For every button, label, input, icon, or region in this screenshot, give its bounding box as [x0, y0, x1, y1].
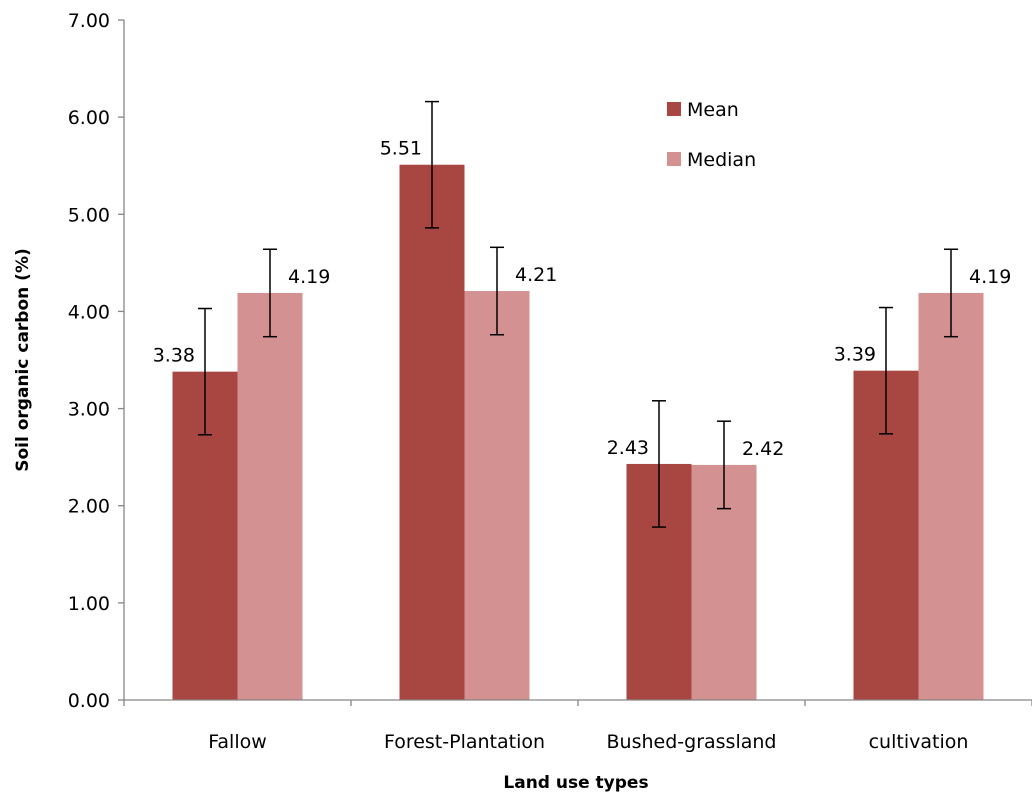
bar-mean — [399, 164, 465, 700]
error-bar — [879, 306, 893, 435]
x-category-label: cultivation — [869, 731, 969, 753]
y-tick-label: 4.00 — [68, 301, 110, 323]
y-tick-label: 6.00 — [68, 107, 110, 129]
data-label: 3.38 — [153, 345, 195, 367]
error-bar — [652, 400, 666, 528]
y-tick-label: 2.00 — [68, 496, 110, 518]
bar-median — [464, 291, 530, 700]
data-label: 5.51 — [380, 138, 422, 160]
error-bar — [490, 246, 504, 336]
data-label: 3.39 — [834, 344, 876, 366]
bar-median — [918, 292, 984, 700]
y-axis-title: Soil organic carbon (%) — [13, 248, 33, 472]
legend: Mean Median — [667, 99, 756, 171]
bar-median — [237, 292, 303, 700]
y-tick-label: 3.00 — [68, 399, 110, 421]
x-axis-ticks — [123, 700, 1032, 706]
error-bar — [263, 248, 277, 338]
error-bar — [944, 248, 958, 338]
legend-label: Mean — [687, 99, 739, 121]
x-category-label: Forest-Plantation — [384, 731, 545, 753]
y-tick-label: 1.00 — [68, 593, 110, 615]
x-category-label: Bushed-grassland — [607, 731, 777, 753]
data-label: 4.19 — [969, 266, 1011, 288]
data-label: 2.43 — [607, 437, 649, 459]
x-axis-category-labels: Fallow Forest-Plantation Bushed-grassland c… — [208, 731, 968, 753]
error-bar — [717, 420, 731, 510]
error-bar — [425, 100, 439, 229]
y-tick-label: 0.00 — [68, 690, 110, 712]
x-category-label: Fallow — [208, 731, 267, 753]
legend-swatch-median — [667, 152, 681, 166]
data-label: 2.42 — [742, 438, 784, 460]
y-tick-label: 5.00 — [68, 204, 110, 226]
data-labels: 3.38 5.51 2.43 3.39 4.19 4.21 2.42 4.19 — [153, 138, 1012, 460]
y-axis-ticks: 0.00 1.00 2.00 3.00 4.00 5.00 6.00 7.00 — [68, 10, 124, 712]
data-label: 4.21 — [515, 264, 557, 286]
legend-swatch-mean — [667, 102, 681, 116]
data-label: 4.19 — [288, 266, 330, 288]
y-tick-label: 7.00 — [68, 10, 110, 32]
error-bar — [198, 307, 212, 436]
bars — [172, 164, 984, 700]
legend-label: Median — [687, 149, 756, 171]
error-bars — [198, 100, 958, 528]
x-axis-title: Land use types — [503, 773, 648, 793]
